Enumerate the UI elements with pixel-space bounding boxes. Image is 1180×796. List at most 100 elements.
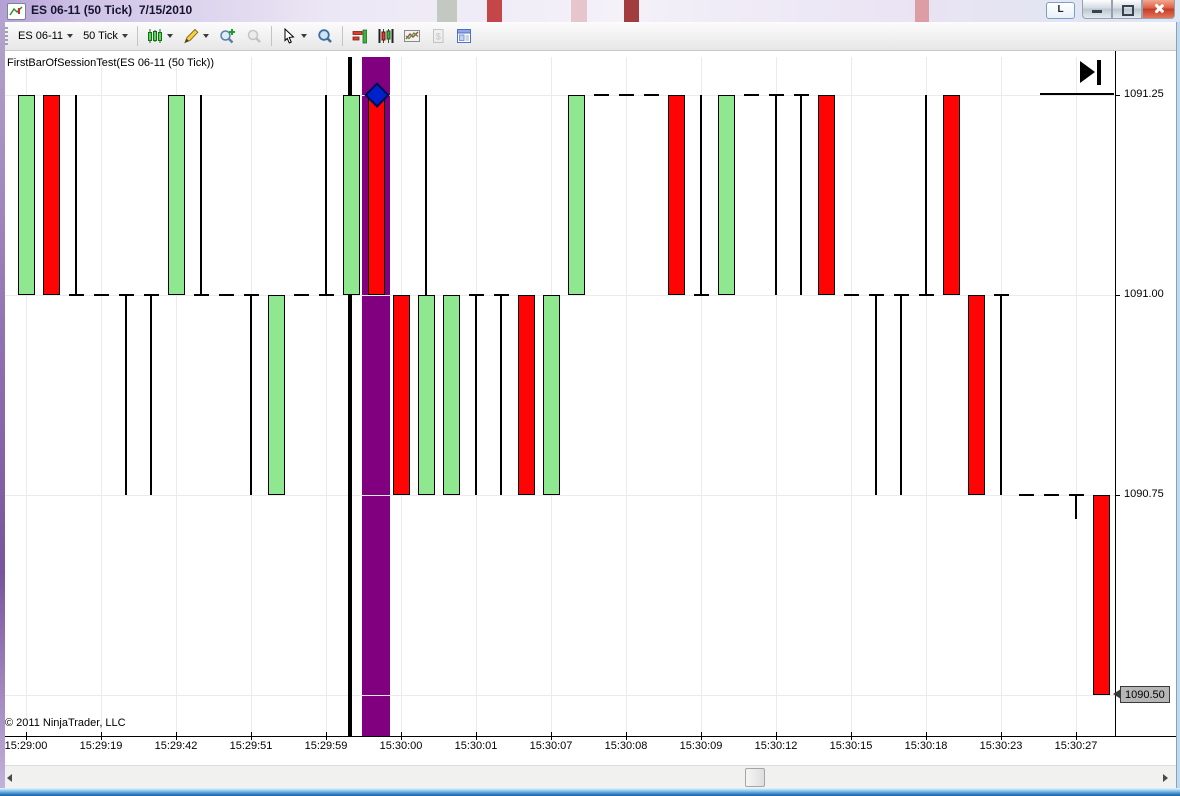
restore-button[interactable] [1112, 0, 1142, 19]
close-button[interactable] [1142, 0, 1175, 19]
window-right-border [1176, 22, 1180, 788]
chart-plot[interactable] [0, 51, 1176, 736]
background-window-streak [571, 0, 587, 22]
v-gridline [326, 57, 327, 736]
play-to-end-icon-bar [1097, 60, 1101, 85]
background-window-streak [437, 0, 457, 22]
properties-panel-icon [456, 29, 471, 43]
candle-body-down [392, 295, 410, 495]
last-price-marker: 1090.50 [1113, 686, 1170, 703]
toolbar-separator [270, 26, 272, 46]
cursor-tool-button[interactable] [276, 25, 312, 47]
time-label: 15:30:08 [604, 740, 648, 752]
link-button[interactable]: L [1046, 2, 1075, 19]
candle-body-down [1092, 495, 1110, 695]
data-box-button[interactable] [312, 25, 338, 47]
time-label: 15:30:07 [529, 740, 573, 752]
candle-body-up [567, 95, 585, 295]
time-label: 15:30:23 [979, 740, 1023, 752]
candle-dash [293, 294, 309, 296]
background-window-streak [487, 0, 502, 22]
v-gridline [851, 57, 852, 736]
indicators-icon [403, 30, 420, 42]
title-bar[interactable]: ES 06-11 (50 Tick) 7/15/2010 L [0, 0, 1180, 22]
horizontal-scrollbar[interactable] [0, 765, 1176, 788]
candlestick-style-icon [147, 29, 162, 43]
price-label: 1091.00 [1124, 288, 1164, 300]
candle-dash [1043, 494, 1059, 496]
candle-wick [250, 295, 252, 495]
time-tick [26, 732, 27, 740]
app-chart-icon[interactable] [7, 3, 26, 20]
v-gridline [26, 57, 27, 736]
candle-dash [618, 94, 634, 96]
reload-data-button[interactable] [347, 25, 373, 47]
candle-dash [193, 294, 209, 296]
zoom-out-icon [247, 29, 261, 43]
time-tick [1076, 732, 1077, 740]
price-tick [1115, 95, 1120, 96]
skip-to-end-button[interactable] [1080, 59, 1106, 86]
candle-dash [468, 294, 484, 296]
play-to-end-icon [1080, 61, 1095, 83]
data-series-button[interactable] [451, 25, 478, 47]
time-label: 15:30:12 [754, 740, 798, 752]
candle-dash [93, 294, 109, 296]
price-axis[interactable]: 1091.25 1091.00 1090.75 1090.50 [1113, 51, 1176, 737]
interval-label: 50 Tick [83, 30, 118, 42]
scrollbar-thumb[interactable] [745, 768, 765, 787]
price-level-line [1040, 93, 1114, 95]
instrument-selector[interactable]: ES 06-11 [13, 25, 78, 47]
time-label: 15:29:42 [154, 740, 198, 752]
background-window-streak [624, 0, 639, 22]
toolbar-grip[interactable] [5, 27, 8, 45]
indicator-label: FirstBarOfSessionTest(ES 06-11 (50 Tick)… [7, 57, 215, 69]
candle-dash [743, 94, 759, 96]
price-tick [1115, 295, 1120, 296]
candle-body-down [42, 95, 60, 295]
window-controls [1082, 0, 1175, 19]
time-label: 15:29:19 [79, 740, 123, 752]
scroll-left-button[interactable] [1, 768, 18, 787]
arrow-left-icon [7, 773, 12, 782]
candle-wick [800, 95, 802, 295]
indicators-button[interactable] [399, 25, 425, 47]
zoom-out-button[interactable] [241, 25, 267, 47]
candle-wick [125, 295, 127, 495]
drawing-tools-button[interactable] [178, 25, 214, 47]
time-label: 15:29:00 [4, 740, 48, 752]
arrow-right-icon [1163, 773, 1168, 782]
candle-wick [925, 95, 927, 295]
candle-dash [1018, 494, 1034, 496]
cursor-icon [284, 28, 295, 44]
toolbar-separator [341, 26, 343, 46]
candle-dash [993, 294, 1009, 296]
candle-wick [1075, 495, 1077, 519]
time-tick [251, 732, 252, 740]
candle-wick [200, 95, 202, 295]
scroll-right-button[interactable] [1157, 768, 1174, 787]
chart-trader-button[interactable] [373, 25, 399, 47]
chart-style-button[interactable] [142, 25, 178, 47]
interval-selector[interactable]: 50 Tick [78, 25, 133, 47]
account-data-button[interactable]: $ [425, 25, 451, 47]
background-window-streak [915, 0, 929, 22]
minimize-button[interactable] [1082, 0, 1112, 19]
time-tick [101, 732, 102, 740]
zoom-in-button[interactable] [214, 25, 241, 47]
candle-body-up [342, 95, 360, 295]
window-bottom-border [0, 788, 1180, 796]
candle-wick [325, 95, 327, 295]
time-tick [1001, 732, 1002, 740]
pencil-icon [184, 28, 199, 44]
time-label: 15:29:51 [229, 740, 273, 752]
price-axis-border [1115, 51, 1116, 737]
time-axis[interactable]: 15:29:00 15:29:19 15:29:42 15:29:51 15:29:59… [0, 732, 1176, 757]
time-tick [176, 732, 177, 740]
toolbar: ES 06-11 50 Tick [0, 22, 1180, 51]
candle-dash [68, 294, 84, 296]
session-break-line [348, 57, 352, 736]
chart-area: FirstBarOfSessionTest(ES 06-11 (50 Tick)… [0, 51, 1180, 757]
chevron-down-icon [67, 34, 74, 38]
